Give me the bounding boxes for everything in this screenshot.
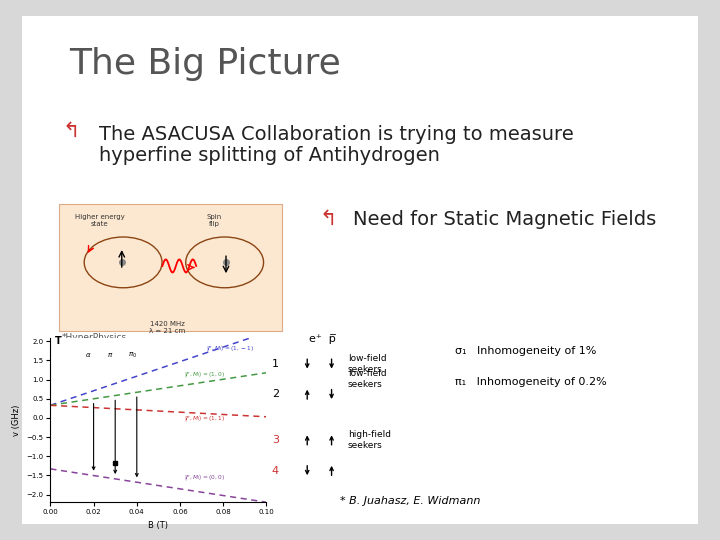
Text: hyperfine splitting of Antihydrogen: hyperfine splitting of Antihydrogen — [99, 146, 441, 165]
Text: T: T — [55, 336, 61, 346]
Text: π₁   Inhomogeneity of 0.2%: π₁ Inhomogeneity of 0.2% — [455, 377, 606, 387]
Text: Spin
flip: Spin flip — [207, 214, 222, 227]
Text: $|F,M_I\rangle=(1,1)$: $|F,M_I\rangle=(1,1)$ — [184, 413, 225, 423]
Text: The ASACUSA Collaboration is trying to measure: The ASACUSA Collaboration is trying to m… — [99, 125, 574, 144]
Text: *HyperPhysics: *HyperPhysics — [62, 333, 127, 342]
Text: 2: 2 — [271, 389, 279, 400]
Text: low-field
seekers: low-field seekers — [348, 354, 387, 374]
Text: $\alpha$: $\alpha$ — [85, 350, 91, 359]
Text: 3: 3 — [271, 435, 279, 445]
Text: $\pi$: $\pi$ — [107, 350, 113, 359]
Text: $\pi_0$: $\pi_0$ — [128, 350, 138, 360]
Text: σ₁   Inhomogeneity of 1%: σ₁ Inhomogeneity of 1% — [455, 346, 596, 356]
Text: ↰: ↰ — [320, 209, 337, 230]
X-axis label: B (T): B (T) — [148, 521, 168, 530]
Text: Need for Static Magnetic Fields: Need for Static Magnetic Fields — [354, 210, 657, 229]
Text: $|F,M_I\rangle=(1,-1)$: $|F,M_I\rangle=(1,-1)$ — [206, 343, 254, 353]
Text: 4: 4 — [271, 465, 279, 476]
Text: high-field
seekers: high-field seekers — [348, 430, 391, 450]
Text: The Big Picture: The Big Picture — [69, 46, 341, 80]
Text: 1420 MHz
λ = 21 cm: 1420 MHz λ = 21 cm — [149, 321, 185, 334]
Text: low-field
seekers: low-field seekers — [348, 369, 387, 389]
Y-axis label: v (GHz): v (GHz) — [12, 404, 21, 436]
FancyBboxPatch shape — [59, 204, 282, 331]
Text: * B. Juahasz, E. Widmann: * B. Juahasz, E. Widmann — [340, 496, 480, 506]
Text: $|F,M_I\rangle=(1,0)$: $|F,M_I\rangle=(1,0)$ — [184, 368, 225, 379]
Text: ↰: ↰ — [62, 120, 80, 140]
Text: $|F,M_I\rangle=(0,0)$: $|F,M_I\rangle=(0,0)$ — [184, 472, 225, 482]
Text: Higher energy
state: Higher energy state — [75, 214, 125, 227]
FancyBboxPatch shape — [12, 9, 708, 531]
Text: e⁺  p̅: e⁺ p̅ — [310, 334, 336, 343]
Text: 1: 1 — [271, 359, 279, 369]
